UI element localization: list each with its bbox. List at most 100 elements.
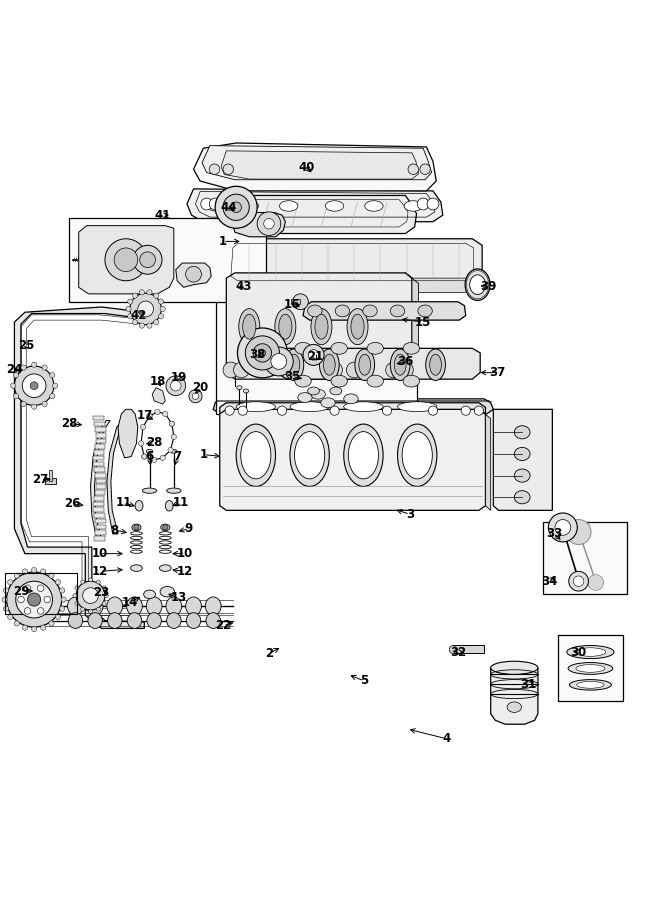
Ellipse shape	[295, 342, 311, 355]
Ellipse shape	[576, 664, 605, 672]
Circle shape	[104, 594, 108, 598]
Ellipse shape	[323, 355, 335, 375]
Circle shape	[42, 364, 47, 370]
Circle shape	[264, 347, 293, 376]
Text: 25: 25	[18, 338, 34, 352]
Ellipse shape	[186, 597, 201, 616]
Circle shape	[201, 198, 213, 210]
Ellipse shape	[275, 309, 296, 345]
Circle shape	[171, 435, 176, 439]
Bar	[5, 573, 77, 614]
Ellipse shape	[240, 201, 258, 212]
Polygon shape	[220, 410, 485, 510]
Ellipse shape	[107, 597, 123, 616]
Ellipse shape	[449, 645, 456, 653]
Circle shape	[18, 597, 24, 603]
Circle shape	[7, 572, 62, 627]
Circle shape	[223, 194, 249, 220]
Circle shape	[37, 608, 44, 614]
Text: 42: 42	[131, 309, 147, 322]
Circle shape	[102, 601, 106, 606]
Circle shape	[41, 625, 46, 630]
Circle shape	[133, 246, 162, 274]
Circle shape	[548, 513, 577, 542]
Circle shape	[134, 525, 139, 530]
Ellipse shape	[430, 355, 441, 375]
Text: 38: 38	[249, 348, 265, 362]
Ellipse shape	[331, 342, 348, 355]
Ellipse shape	[348, 432, 379, 479]
Text: 11: 11	[173, 496, 188, 509]
Ellipse shape	[236, 424, 276, 486]
Circle shape	[215, 186, 257, 229]
Ellipse shape	[295, 432, 325, 479]
Circle shape	[155, 410, 160, 415]
Circle shape	[105, 238, 147, 281]
Text: 39: 39	[481, 280, 497, 292]
Text: 22: 22	[215, 619, 231, 633]
Ellipse shape	[330, 387, 342, 395]
Polygon shape	[233, 195, 417, 233]
Polygon shape	[276, 348, 480, 379]
Circle shape	[31, 567, 37, 572]
Ellipse shape	[325, 201, 344, 212]
Ellipse shape	[390, 305, 405, 317]
Ellipse shape	[160, 587, 174, 597]
Text: 1: 1	[219, 235, 227, 248]
Bar	[95, 530, 106, 535]
Circle shape	[569, 572, 588, 591]
Ellipse shape	[232, 367, 237, 372]
Circle shape	[96, 580, 100, 584]
Circle shape	[234, 362, 249, 378]
Text: 28: 28	[146, 436, 162, 448]
Circle shape	[31, 404, 37, 410]
Polygon shape	[405, 273, 419, 378]
Ellipse shape	[567, 645, 614, 659]
Ellipse shape	[205, 597, 221, 616]
Circle shape	[293, 294, 308, 310]
Circle shape	[42, 401, 47, 407]
Circle shape	[308, 349, 319, 360]
Text: 18: 18	[150, 374, 165, 388]
Ellipse shape	[298, 392, 312, 402]
Circle shape	[22, 625, 28, 630]
Ellipse shape	[87, 597, 103, 616]
Circle shape	[133, 320, 138, 325]
Ellipse shape	[514, 426, 530, 439]
Bar	[94, 445, 105, 449]
Text: 27: 27	[33, 473, 49, 486]
Text: 12: 12	[177, 565, 193, 578]
Ellipse shape	[344, 394, 358, 404]
Text: 17: 17	[136, 410, 152, 422]
Bar	[49, 470, 52, 482]
Text: 36: 36	[398, 355, 413, 368]
Text: 29: 29	[14, 584, 30, 598]
Ellipse shape	[465, 269, 490, 301]
Circle shape	[171, 381, 181, 391]
Circle shape	[3, 606, 9, 611]
Ellipse shape	[243, 389, 249, 393]
Ellipse shape	[404, 201, 422, 212]
Text: 26: 26	[64, 498, 80, 510]
Text: 43: 43	[236, 280, 252, 292]
Circle shape	[49, 621, 54, 626]
Ellipse shape	[166, 597, 182, 616]
Circle shape	[238, 406, 247, 415]
Ellipse shape	[308, 305, 322, 317]
Circle shape	[245, 336, 279, 370]
Ellipse shape	[165, 500, 173, 511]
Text: 14: 14	[122, 596, 138, 608]
Bar	[96, 479, 106, 483]
Circle shape	[160, 306, 165, 311]
Bar	[95, 518, 106, 524]
Ellipse shape	[146, 597, 162, 616]
Polygon shape	[303, 302, 466, 320]
Circle shape	[76, 581, 105, 610]
Circle shape	[8, 580, 13, 585]
Ellipse shape	[344, 424, 383, 486]
Text: 10: 10	[92, 547, 108, 560]
Polygon shape	[491, 668, 538, 724]
Bar	[95, 473, 106, 478]
Circle shape	[139, 290, 144, 295]
Circle shape	[152, 457, 157, 463]
